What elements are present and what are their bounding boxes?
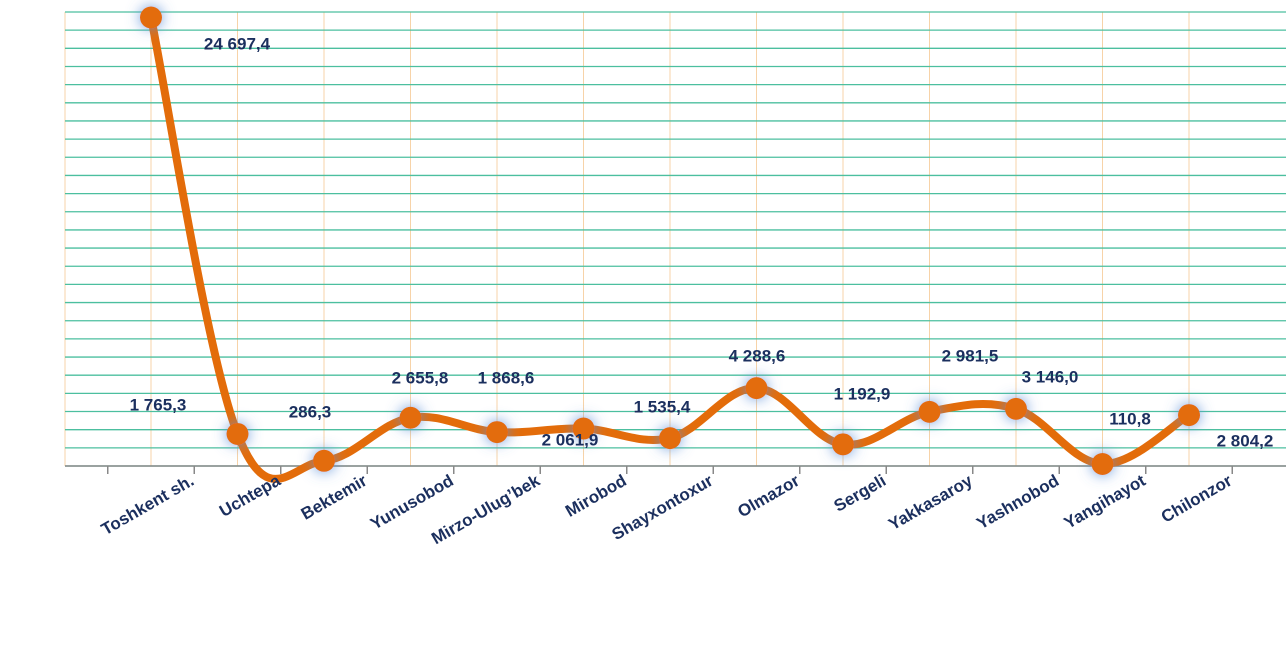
x-tick-label: Bektemir — [298, 471, 371, 524]
x-tick-label: Toshkent sh. — [98, 471, 197, 539]
data-label: 2 655,8 — [392, 368, 449, 387]
x-tick-label: Yashnobod — [973, 471, 1062, 533]
data-point — [1005, 397, 1027, 420]
x-tick-label: Olmazor — [734, 471, 803, 522]
data-label: 3 146,0 — [1022, 367, 1079, 386]
data-point — [399, 406, 422, 429]
data-point — [226, 422, 249, 445]
x-tick-label: Mirobod — [562, 471, 630, 521]
data-point — [1091, 452, 1114, 475]
x-tick-label: Uchtepa — [216, 471, 284, 521]
data-label: 2 061,9 — [542, 430, 599, 449]
data-point — [572, 417, 595, 440]
data-point — [659, 427, 681, 450]
data-label: 110,8 — [1109, 409, 1151, 428]
data-point — [745, 377, 768, 400]
data-label: 24 697,4 — [204, 34, 271, 53]
data-label: 1 192,9 — [834, 384, 891, 403]
x-tick-label: Yakkasaroy — [885, 471, 976, 535]
data-label: 2 981,5 — [942, 346, 999, 365]
x-tick-label: Chilonzor — [1158, 471, 1236, 527]
data-label: 1 868,6 — [478, 368, 535, 387]
data-label: 1 535,4 — [634, 397, 691, 416]
data-label: 1 765,3 — [130, 395, 187, 414]
x-tick-label: Sergeli — [831, 471, 890, 516]
data-point — [140, 6, 162, 29]
data-label: 2 804,2 — [1217, 431, 1274, 450]
plot — [140, 6, 1200, 483]
data-label: 286,3 — [289, 402, 332, 421]
data-point — [313, 449, 335, 472]
data-label: 4 288,6 — [729, 346, 786, 365]
data-point — [832, 433, 854, 456]
grid — [64, 11, 1286, 474]
data-point — [486, 421, 508, 444]
data-point — [918, 400, 941, 423]
data-point — [1178, 404, 1200, 427]
x-tick-label: Yangihayot — [1061, 471, 1149, 533]
